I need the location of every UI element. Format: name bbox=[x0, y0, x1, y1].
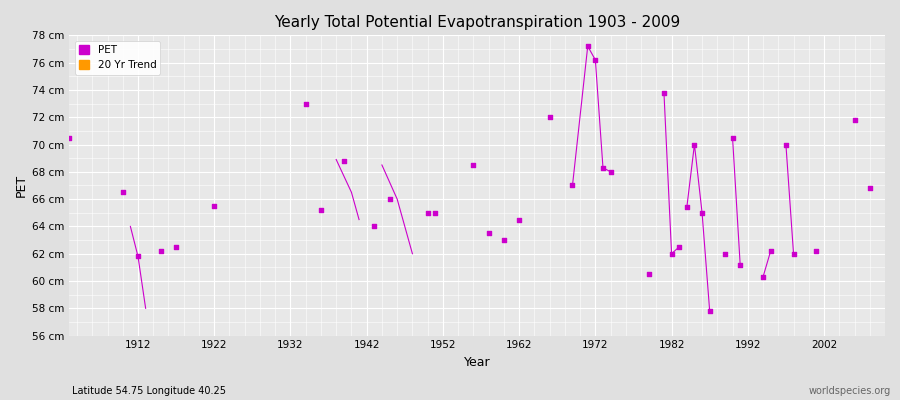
Point bbox=[588, 57, 602, 63]
Point bbox=[725, 134, 740, 141]
Point bbox=[778, 141, 793, 148]
Point bbox=[207, 203, 221, 209]
Point bbox=[565, 182, 580, 189]
Point bbox=[596, 164, 610, 171]
Point bbox=[703, 308, 717, 314]
Point bbox=[603, 169, 617, 175]
Point bbox=[512, 216, 526, 223]
Point bbox=[642, 271, 656, 277]
Legend: PET, 20 Yr Trend: PET, 20 Yr Trend bbox=[75, 40, 160, 74]
Point bbox=[382, 196, 397, 202]
Point bbox=[695, 210, 709, 216]
Point bbox=[756, 274, 770, 280]
Point bbox=[717, 250, 732, 257]
Point bbox=[672, 244, 687, 250]
Point bbox=[154, 248, 168, 254]
Point bbox=[543, 114, 557, 120]
Point bbox=[482, 230, 496, 236]
Point bbox=[688, 141, 702, 148]
Point bbox=[337, 158, 351, 164]
Point bbox=[787, 250, 801, 257]
Point bbox=[809, 248, 824, 254]
Point bbox=[763, 248, 778, 254]
X-axis label: Year: Year bbox=[464, 356, 490, 369]
Text: worldspecies.org: worldspecies.org bbox=[809, 386, 891, 396]
Point bbox=[847, 117, 861, 123]
Point bbox=[62, 134, 77, 141]
Point bbox=[367, 223, 382, 230]
Y-axis label: PET: PET bbox=[15, 174, 28, 197]
Point bbox=[115, 189, 130, 196]
Text: Latitude 54.75 Longitude 40.25: Latitude 54.75 Longitude 40.25 bbox=[72, 386, 226, 396]
Point bbox=[497, 237, 511, 243]
Point bbox=[314, 207, 328, 213]
Point bbox=[428, 210, 443, 216]
Point bbox=[130, 253, 145, 260]
Point bbox=[169, 244, 184, 250]
Title: Yearly Total Potential Evapotranspiration 1903 - 2009: Yearly Total Potential Evapotranspiratio… bbox=[274, 15, 680, 30]
Point bbox=[680, 204, 694, 210]
Point bbox=[657, 90, 671, 96]
Point bbox=[299, 100, 313, 107]
Point bbox=[420, 210, 435, 216]
Point bbox=[733, 262, 747, 268]
Point bbox=[664, 250, 679, 257]
Point bbox=[466, 162, 481, 168]
Point bbox=[862, 185, 877, 191]
Point bbox=[580, 43, 595, 50]
